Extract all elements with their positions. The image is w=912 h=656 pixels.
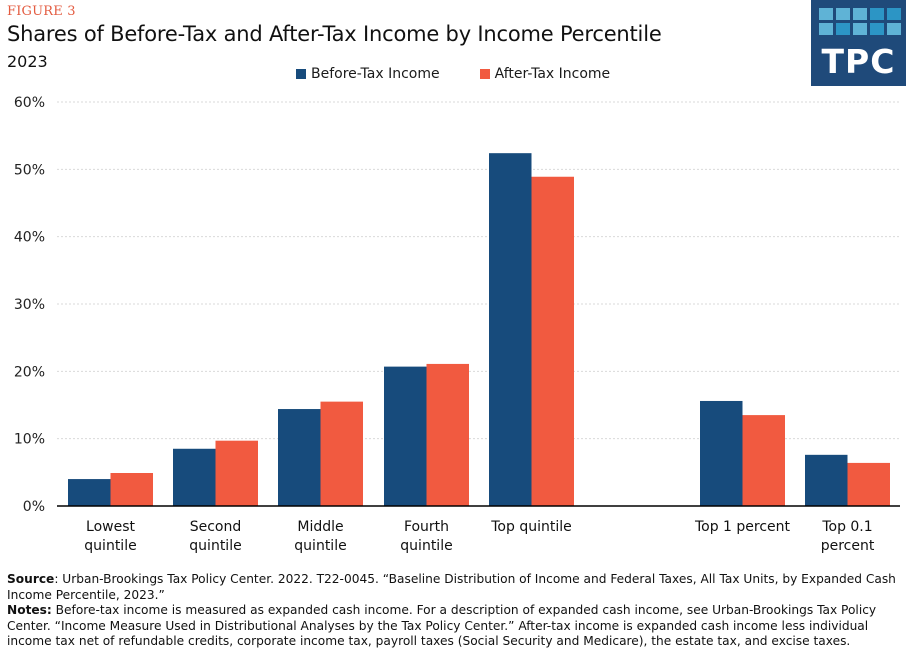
- bar-before-tax-4: [489, 153, 532, 506]
- chart-legend: Before-Tax Income After-Tax Income: [296, 66, 610, 82]
- y-tick-label: 0%: [23, 499, 45, 515]
- bar-after-tax-5: [742, 415, 785, 506]
- x-tick-label: Top 1 percent: [694, 519, 791, 535]
- x-tick-label-line: Top quintile: [490, 519, 571, 535]
- x-tick-label: Lowest quintile: [84, 519, 136, 554]
- y-tick-label: 60%: [14, 95, 45, 111]
- y-tick-label: 30%: [14, 297, 45, 313]
- x-tick-label: Top quintile: [490, 519, 571, 535]
- source-note: Source: Urban-Brookings Tax Policy Cente…: [7, 572, 907, 603]
- bar-after-tax-2: [320, 401, 363, 506]
- y-tick-label: 10%: [14, 432, 45, 448]
- notes-label: Notes:: [7, 603, 52, 617]
- y-tick-label: 50%: [14, 162, 45, 178]
- bar-after-tax-0: [110, 473, 153, 506]
- bar-before-tax-3: [384, 366, 427, 506]
- source-label: Source: [7, 572, 55, 586]
- notes-text: Before-tax income is measured as expande…: [7, 603, 877, 648]
- y-tick-label: 20%: [14, 364, 45, 380]
- x-tick-label-line: Lowest: [86, 519, 135, 535]
- x-tick-label-line: quintile: [84, 538, 136, 554]
- x-tick-label-line: Fourth: [404, 519, 449, 535]
- bar-before-tax-6: [805, 454, 848, 506]
- legend-label-after-tax: After-Tax Income: [494, 66, 611, 82]
- x-tick-label: Middle quintile: [294, 519, 346, 554]
- x-tick-label: Top 0.1 percent: [821, 519, 875, 554]
- chart-title: Shares of Before-Tax and After-Tax Incom…: [7, 22, 662, 46]
- bar-after-tax-6: [847, 462, 890, 506]
- x-tick-label: Second quintile: [189, 519, 241, 554]
- x-tick-label-line: quintile: [189, 538, 241, 554]
- legend-swatch-before-tax: [296, 69, 306, 79]
- bar-before-tax-1: [173, 448, 216, 506]
- x-tick-label-line: quintile: [400, 538, 452, 554]
- source-text: : Urban-Brookings Tax Policy Center. 202…: [7, 572, 896, 602]
- x-tick-label-line: Middle: [297, 519, 343, 535]
- chart-footer: Source: Urban-Brookings Tax Policy Cente…: [7, 572, 907, 650]
- logo-squares-icon: [819, 8, 901, 35]
- x-tick-label: Fourth quintile: [400, 519, 452, 554]
- legend-label-before-tax: Before-Tax Income: [311, 66, 440, 82]
- logo-text: TPC: [821, 42, 896, 81]
- bar-after-tax-1: [215, 440, 258, 506]
- x-tick-label-line: Top 0.1: [821, 519, 872, 535]
- y-tick-label: 40%: [14, 230, 45, 246]
- notes: Notes: Before-tax income is measured as …: [7, 603, 907, 650]
- bar-before-tax-5: [700, 400, 743, 506]
- figure-label: FIGURE 3: [7, 4, 76, 19]
- tpc-logo: TPC: [811, 0, 906, 86]
- legend-item-after-tax: After-Tax Income: [479, 66, 611, 82]
- bar-before-tax-2: [278, 409, 321, 506]
- x-tick-label-line: quintile: [294, 538, 346, 554]
- chart-subtitle: 2023: [7, 52, 48, 71]
- bar-after-tax-4: [531, 176, 574, 506]
- bar-before-tax-0: [68, 479, 111, 506]
- legend-item-before-tax: Before-Tax Income: [296, 66, 440, 82]
- x-tick-label-line: Top 1 percent: [694, 519, 791, 535]
- x-tick-label-line: Second: [190, 519, 242, 535]
- bar-after-tax-3: [426, 363, 469, 506]
- legend-swatch-after-tax: [479, 69, 490, 79]
- x-tick-label-line: percent: [821, 538, 875, 554]
- bar-chart: 0%10%20%30%40%50%60%Lowest quintileSecond…: [14, 95, 900, 554]
